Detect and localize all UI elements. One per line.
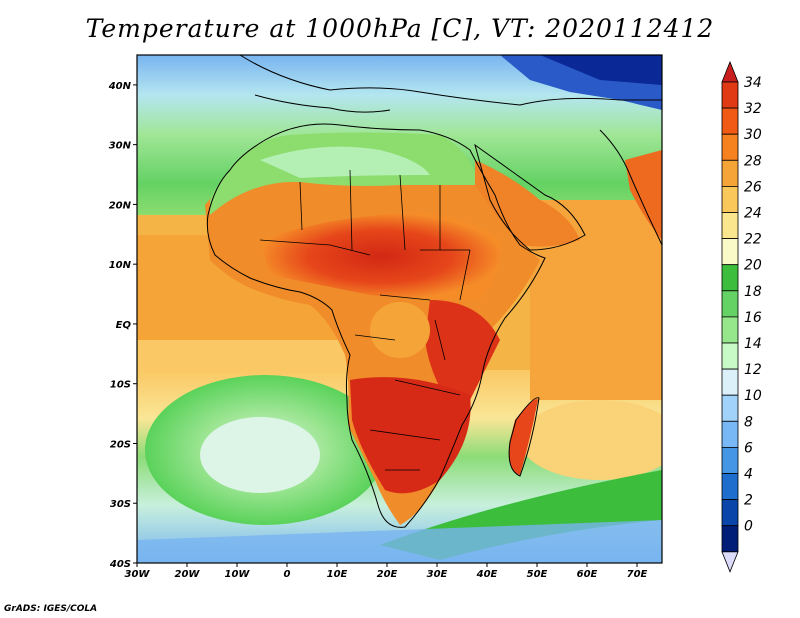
colorbar-label: 26 <box>744 179 762 195</box>
lon-tick-label: 50E <box>527 569 548 580</box>
colorbar-swatch <box>721 212 739 240</box>
colorbar-label: 34 <box>744 75 762 91</box>
colorbar-swatch <box>721 290 739 318</box>
lon-tick-label: 60E <box>577 569 598 580</box>
colorbar-swatch <box>721 342 739 370</box>
colorbar-swatch <box>721 446 739 474</box>
lon-tick-label: 20W <box>175 569 201 580</box>
latitude-ticks: 40N 30N 20N 10N EQ 10S 20S 30S 40S <box>108 81 137 570</box>
lon-tick-label: 30E <box>427 569 448 580</box>
colorbar-label: 6 <box>744 440 753 456</box>
lon-tick-label: 70E <box>627 569 648 580</box>
chart-title: Temperature at 1000hPa [C], VT: 20201124… <box>85 14 715 43</box>
colorbar-swatch <box>721 133 739 161</box>
colorbar-swatch <box>721 368 739 396</box>
colorbar-label: 28 <box>744 153 762 169</box>
colorbar-label: 0 <box>744 519 753 535</box>
lon-tick-label: 20E <box>377 569 398 580</box>
coastlines <box>206 54 663 528</box>
lon-tick-label: 10E <box>327 569 348 580</box>
lon-tick-label: 10W <box>225 569 251 580</box>
colorbar-swatch <box>721 473 739 501</box>
colorbar-swatch <box>721 420 739 448</box>
colorbar-swatch <box>721 238 739 266</box>
lat-tick-label: 40N <box>108 81 132 92</box>
colorbar-label: 18 <box>744 284 762 300</box>
colorbar-label: 14 <box>744 336 762 352</box>
lon-tick-label: 0 <box>284 569 291 580</box>
lat-tick-label: 10S <box>110 380 131 391</box>
lat-tick-label: 30S <box>110 499 131 510</box>
colorbar-label: 32 <box>744 101 762 117</box>
colorbar-swatch <box>721 316 739 344</box>
colorbar-swatch <box>721 525 739 553</box>
colorbar-label: 30 <box>744 127 762 143</box>
plot-frame <box>136 54 663 564</box>
colorbar-label: 22 <box>744 232 762 248</box>
country-borders <box>259 169 471 471</box>
lat-tick-label: 20N <box>109 200 132 211</box>
colorbar-swatch <box>721 185 739 213</box>
colorbar-swatch <box>721 499 739 527</box>
credit-text: GrADS: IGES/COLA <box>4 604 98 614</box>
colorbar-swatch <box>721 159 739 187</box>
colorbar-label: 20 <box>744 258 762 274</box>
colorbar-arrow-top <box>721 60 739 83</box>
lat-tick-label: EQ <box>116 320 132 331</box>
lat-tick-label: 40S <box>109 559 131 570</box>
colorbar-label: 10 <box>744 388 762 404</box>
longitude-ticks: 30W 20W 10W 0 10E 20E 30E 40E 50E 60E 70E <box>125 563 648 580</box>
temperature-field <box>137 55 662 563</box>
colorbar-label: 12 <box>744 362 762 378</box>
colorbar-label: 4 <box>744 467 753 483</box>
lon-tick-label: 40E <box>476 569 498 580</box>
colorbar-swatch <box>721 107 739 135</box>
colorbar-swatch <box>721 394 739 422</box>
lon-tick-label: 30W <box>125 569 151 580</box>
lat-tick-label: 20S <box>110 439 131 450</box>
colorbar-arrow-bottom <box>721 551 739 573</box>
lat-tick-label: 30N <box>109 141 132 152</box>
colorbar-label: 2 <box>744 493 753 509</box>
lat-tick-label: 10N <box>109 260 132 271</box>
colorbar-swatch <box>721 81 739 109</box>
colorbar-swatch <box>721 264 739 292</box>
colorbar-label: 16 <box>744 310 762 326</box>
colorbar-label: 24 <box>744 206 762 222</box>
colorbar-label: 8 <box>744 414 753 430</box>
